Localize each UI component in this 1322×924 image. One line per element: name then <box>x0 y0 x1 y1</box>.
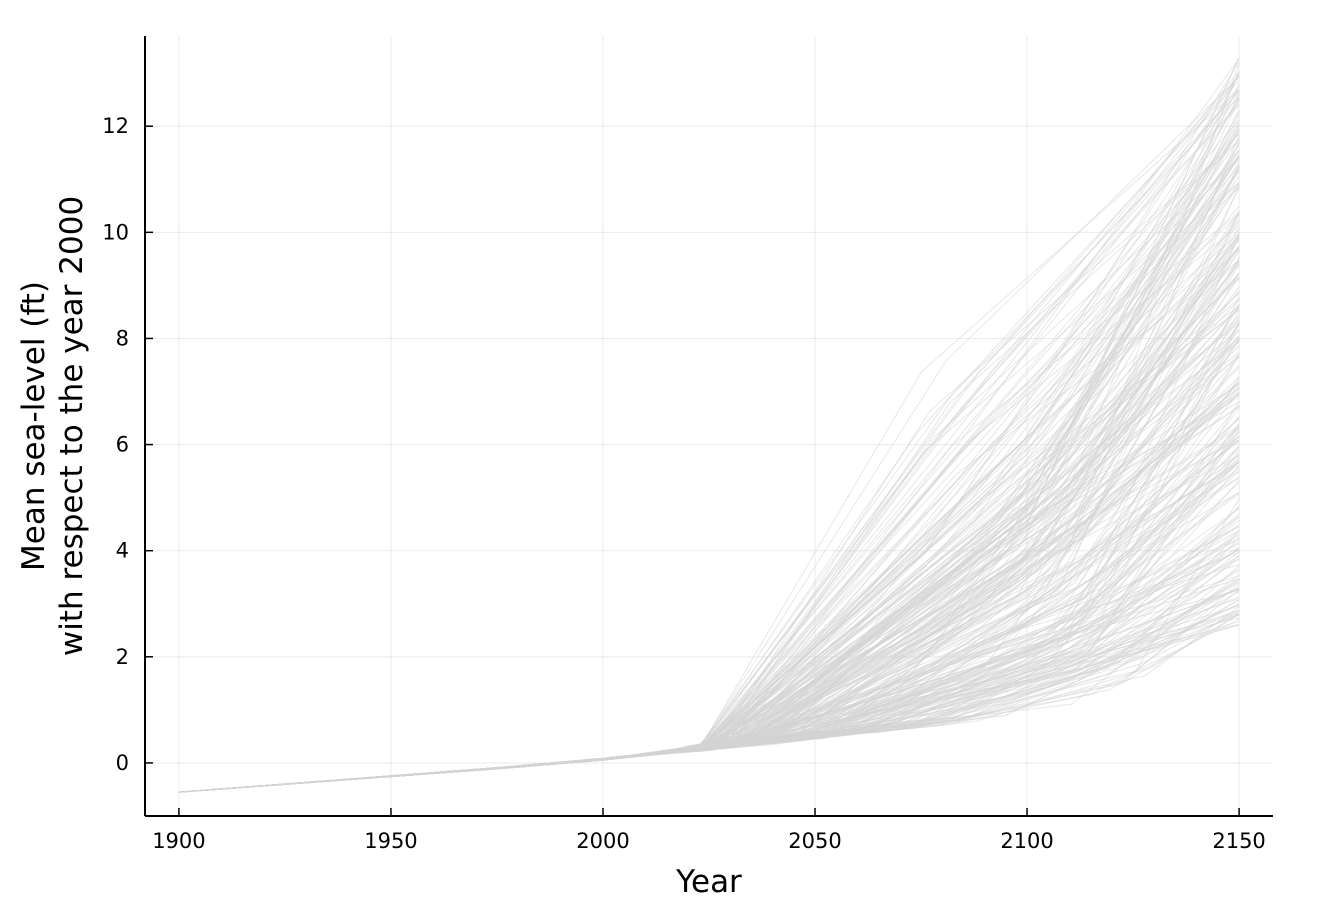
ensemble-member-line <box>178 250 1240 793</box>
ensemble-member-line <box>178 323 1240 793</box>
y-axis-title-line-2: with respect to the year 2000 <box>54 196 90 656</box>
ensemble-member-line <box>178 138 1240 793</box>
ensemble-member-line <box>178 74 1240 793</box>
ensemble-member-line <box>178 250 1240 793</box>
y-tick-label: 12 <box>102 114 129 138</box>
ensemble-member-line <box>178 315 1240 793</box>
ensemble-member-line <box>178 293 1240 793</box>
x-axis-title: Year <box>675 864 742 900</box>
ensemble-member-line <box>178 322 1240 793</box>
ensemble-member-line <box>178 376 1240 793</box>
ensemble-member-line <box>178 386 1240 793</box>
x-tick-label: 2150 <box>1212 829 1265 853</box>
y-axis-title: Mean sea-level (ft) with respect to the … <box>16 196 90 656</box>
x-axis-ticks: 1900 1950 2000 2050 2100 2150 <box>152 808 1266 853</box>
ensemble-member-line <box>178 606 1240 793</box>
ensemble-member-line <box>178 71 1240 793</box>
y-tick-label: 2 <box>116 645 129 669</box>
ensemble-member-line <box>178 142 1240 793</box>
ensemble-member-line <box>178 543 1240 793</box>
y-tick-label: 8 <box>116 326 129 350</box>
y-tick-label: 4 <box>116 539 129 563</box>
x-tick-label: 2000 <box>576 829 629 853</box>
y-tick-label: 0 <box>116 751 129 775</box>
ensemble-member-line <box>178 141 1240 793</box>
ensemble-member-line <box>178 304 1240 793</box>
y-axis-ticks: 0 2 4 6 8 10 12 <box>102 114 153 775</box>
ensemble-member-line <box>178 291 1240 793</box>
ensemble-member-line <box>178 135 1240 793</box>
ensemble-member-line <box>178 551 1240 793</box>
ensemble-member-line <box>178 323 1240 793</box>
ensemble-member-line <box>178 85 1240 793</box>
ensemble-member-line <box>178 568 1240 793</box>
x-tick-label: 2050 <box>788 829 841 853</box>
ensemble-member-line <box>178 70 1240 793</box>
ensemble-member-line <box>178 206 1240 793</box>
y-tick-label: 6 <box>116 433 129 457</box>
ensemble-member-line <box>178 74 1240 793</box>
y-tick-label: 10 <box>102 220 129 244</box>
series-line <box>178 624 1240 793</box>
ensemble-member-line <box>178 139 1240 793</box>
x-tick-label: 1950 <box>364 829 417 853</box>
ensemble-member-line <box>178 323 1240 793</box>
ensemble-member-line <box>178 210 1240 793</box>
ensemble-member-line <box>178 605 1240 793</box>
ensemble-member-line <box>178 303 1240 793</box>
ensemble-member-line <box>178 278 1240 793</box>
ensemble-member-line <box>178 610 1240 793</box>
ensemble-member-line <box>178 214 1240 793</box>
grid-lines <box>145 36 1273 816</box>
ensemble-member-line <box>178 618 1240 793</box>
ensemble-member-line <box>178 120 1240 793</box>
x-tick-label: 2100 <box>1000 829 1053 853</box>
ensemble-member-line <box>178 71 1240 793</box>
ensemble-member-line <box>178 110 1240 793</box>
ensemble-member-line <box>178 623 1240 793</box>
x-tick-label: 1900 <box>152 829 205 853</box>
axes <box>144 36 1273 817</box>
ensemble-series <box>178 56 1240 793</box>
y-axis-title-line-1: Mean sea-level (ft) <box>16 281 52 571</box>
ensemble-member-line <box>178 551 1240 793</box>
